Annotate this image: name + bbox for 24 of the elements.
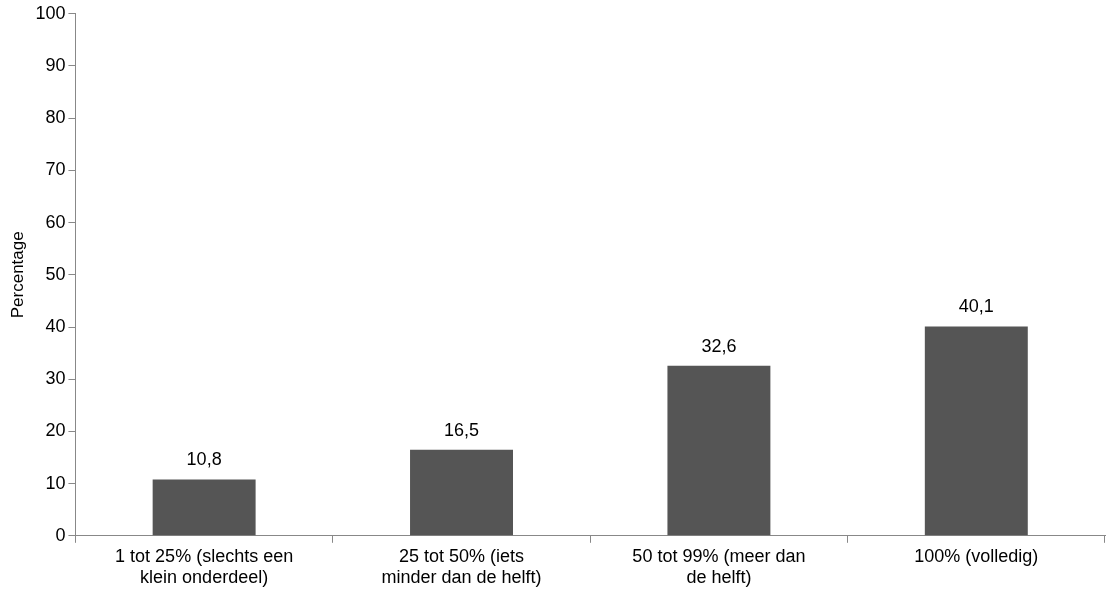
y-tick-label: 80 <box>45 107 66 128</box>
bar <box>410 449 513 536</box>
y-tick-label: 10 <box>45 472 66 493</box>
y-tick-label: 70 <box>45 159 66 180</box>
y-tick-label: 30 <box>45 368 66 389</box>
data-label: 32,6 <box>701 335 737 356</box>
y-tick-label: 0 <box>55 524 66 545</box>
bar <box>152 479 256 536</box>
y-tick-label: 50 <box>45 263 66 284</box>
data-label: 16,5 <box>444 419 480 440</box>
y-tick-label: 100 <box>35 2 66 23</box>
y-tick-label: 20 <box>45 420 66 441</box>
bar <box>924 326 1028 536</box>
x-tick-label: 50 tot 99% (meer dan de helft) <box>632 545 806 588</box>
data-label: 10,8 <box>186 449 222 470</box>
data-label: 40,1 <box>958 296 994 317</box>
x-tick-label: 25 tot 50% (iets minder dan de helft) <box>381 545 542 588</box>
y-tick-label: 40 <box>45 315 66 336</box>
x-tick-label: 1 tot 25% (slechts een klein onderdeel) <box>115 545 294 588</box>
y-tick-label: 60 <box>45 211 66 232</box>
y-axis-title: Percentage <box>7 231 27 319</box>
bar <box>667 365 771 536</box>
y-tick-label: 90 <box>45 54 66 75</box>
x-tick-label: 100% (volledig) <box>914 545 1039 566</box>
